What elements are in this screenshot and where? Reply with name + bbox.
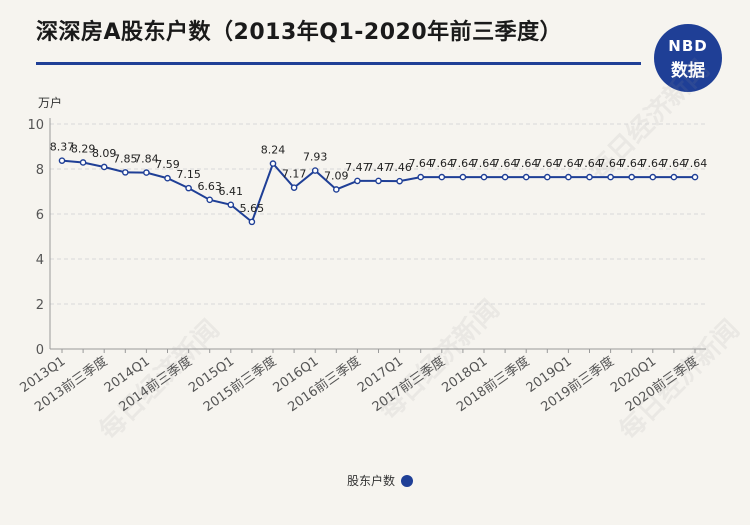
data-point bbox=[501, 173, 509, 181]
x-axis: 2013Q12013前三季度2014Q12014前三季度2015Q12015前三… bbox=[17, 348, 706, 415]
legend: 股东户数 bbox=[347, 472, 414, 489]
data-label: 7.93 bbox=[303, 151, 328, 164]
data-point bbox=[269, 160, 277, 167]
chart-title: 深深房A股东户数（2013年Q1-2020年前三季度） bbox=[36, 20, 563, 45]
data-point bbox=[122, 169, 129, 176]
series-股东户数 bbox=[58, 157, 699, 226]
data-label: 7.64 bbox=[472, 157, 497, 170]
data-label: 8.29 bbox=[71, 142, 96, 155]
y-tick-label: 2 bbox=[36, 298, 44, 313]
y-tick-label: 6 bbox=[36, 208, 44, 223]
data-label: 7.64 bbox=[493, 157, 518, 170]
data-labels: 8.378.298.097.857.847.597.156.636.41 5.65… bbox=[50, 141, 708, 215]
data-label: 7.64 bbox=[683, 157, 708, 170]
y-tick-label: 10 bbox=[27, 118, 44, 133]
data-point bbox=[607, 173, 614, 181]
data-point bbox=[459, 173, 467, 181]
data-label: 8.09 bbox=[92, 147, 117, 160]
data-label: 7.46 bbox=[387, 161, 412, 174]
data-label: 7.47 bbox=[345, 161, 370, 174]
data-label: 7.17 bbox=[282, 168, 307, 181]
data-point bbox=[417, 173, 425, 181]
data-label: 5.65 bbox=[240, 202, 265, 215]
data-label: 7.64 bbox=[408, 157, 433, 170]
data-point bbox=[79, 159, 87, 166]
data-point bbox=[227, 201, 235, 209]
data-point bbox=[565, 173, 572, 181]
x-tick-label: 2014前三季度 bbox=[116, 353, 195, 415]
data-point bbox=[164, 174, 171, 182]
logo-line2: 数据 bbox=[671, 61, 705, 81]
data-label: 7.64 bbox=[451, 157, 476, 170]
x-tick-label: 2017前三季度 bbox=[369, 353, 448, 415]
data-point bbox=[311, 167, 319, 174]
data-label: 6.41 bbox=[219, 185, 244, 198]
data-point bbox=[332, 186, 340, 193]
data-point bbox=[586, 173, 593, 181]
data-point bbox=[185, 184, 192, 192]
y-tick-label: 4 bbox=[36, 253, 44, 268]
title-rule bbox=[36, 62, 641, 65]
y-tick-label: 0 bbox=[36, 343, 44, 358]
gridlines bbox=[50, 123, 706, 305]
data-label: 7.15 bbox=[176, 168, 201, 181]
data-point bbox=[143, 169, 150, 176]
y-axis-unit: 万户 bbox=[38, 96, 63, 110]
data-point bbox=[100, 163, 108, 171]
x-tick-label: 2015前三季度 bbox=[200, 353, 279, 415]
data-point bbox=[396, 177, 403, 185]
data-point bbox=[206, 196, 213, 204]
data-label: 7.64 bbox=[641, 157, 666, 170]
data-label: 8.24 bbox=[261, 144, 286, 157]
y-axis: 0 2 4 6 8 10 bbox=[27, 118, 51, 358]
legend-swatch bbox=[401, 474, 414, 487]
nbd-logo: NBD 数据 bbox=[654, 24, 722, 92]
data-point bbox=[354, 177, 361, 185]
data-point bbox=[522, 173, 530, 181]
data-point bbox=[248, 218, 256, 226]
y-tick-label: 8 bbox=[36, 163, 44, 178]
data-point bbox=[290, 184, 298, 191]
data-label: 7.64 bbox=[556, 157, 581, 170]
data-point bbox=[670, 173, 678, 181]
x-tick-label: 2013前三季度 bbox=[32, 353, 111, 415]
data-point bbox=[438, 173, 446, 181]
data-label: 8.37 bbox=[50, 141, 75, 154]
x-tick-label: 2016前三季度 bbox=[285, 353, 364, 415]
data-label: 7.64 bbox=[662, 157, 687, 170]
data-label: 7.59 bbox=[155, 158, 180, 171]
data-label: 7.64 bbox=[619, 157, 644, 170]
data-label: 7.64 bbox=[535, 157, 560, 170]
data-label: 6.63 bbox=[197, 180, 222, 193]
data-label: 7.09 bbox=[324, 169, 349, 182]
data-label: 7.64 bbox=[430, 157, 455, 170]
data-point bbox=[691, 173, 699, 181]
data-point bbox=[544, 173, 551, 181]
data-point bbox=[649, 173, 657, 181]
data-label: 7.47 bbox=[366, 161, 391, 174]
data-label: 7.64 bbox=[598, 157, 623, 170]
x-tick-label: 2018前三季度 bbox=[454, 353, 533, 415]
data-point bbox=[375, 177, 382, 185]
logo-line1: NBD bbox=[668, 37, 708, 55]
data-label: 7.84 bbox=[134, 153, 159, 166]
data-point bbox=[58, 157, 66, 164]
data-label: 7.64 bbox=[514, 157, 539, 170]
data-point bbox=[480, 173, 488, 181]
x-tick-label: 2019前三季度 bbox=[538, 353, 617, 415]
data-label: 7.85 bbox=[113, 152, 138, 165]
legend-label: 股东户数 bbox=[347, 474, 396, 488]
data-label: 7.64 bbox=[577, 157, 602, 170]
data-point bbox=[628, 173, 636, 181]
x-tick-label: 2020前三季度 bbox=[622, 353, 701, 415]
